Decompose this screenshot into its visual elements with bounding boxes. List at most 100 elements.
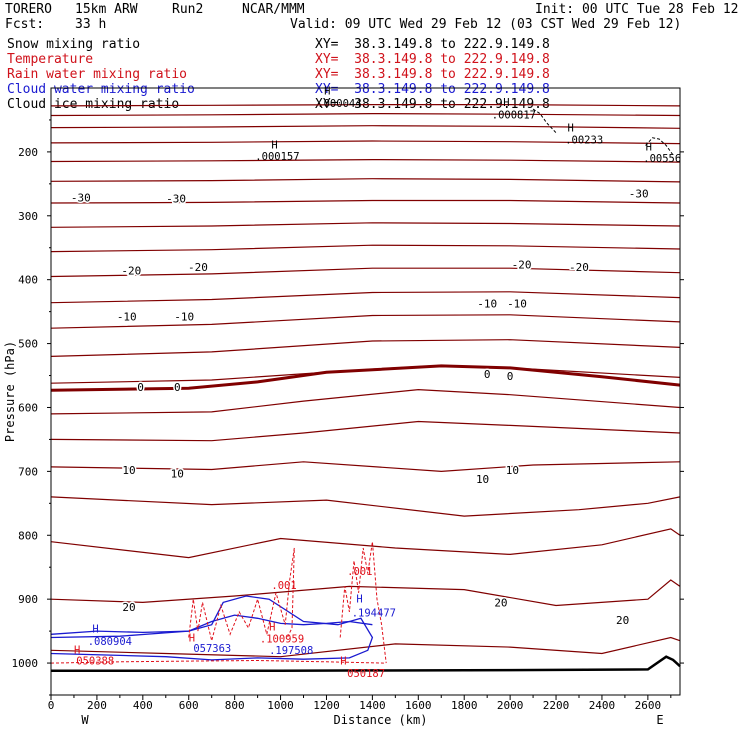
- x-axis-label: Distance (km): [334, 713, 428, 727]
- terrain-layer: [51, 655, 681, 672]
- field-name-temperature: Temperature: [7, 52, 94, 67]
- rain-contour-0: [188, 547, 295, 641]
- annotation-3: .000044: [317, 98, 361, 110]
- annotation-8: H: [646, 142, 652, 154]
- x-tick-label-2: 400: [133, 699, 153, 712]
- annotation-2: H: [324, 85, 330, 97]
- isotherm-label-10: -10: [507, 297, 527, 310]
- cloud-water-layer: [50, 595, 374, 661]
- org-label: NCAR/MMM: [242, 2, 305, 17]
- field-xy-snow: XY= 38.3.149.8 to 222.9.149.8: [315, 37, 550, 52]
- annotation-6: H: [568, 122, 574, 134]
- resolution-label: 15km ARW: [75, 2, 138, 17]
- x-tick-label-6: 1200: [313, 699, 340, 712]
- field-name-cloud-water: Cloud water mixing ratio: [7, 82, 195, 97]
- isotherm-line-10: [50, 291, 681, 304]
- x-tick-label-5: 1000: [267, 699, 294, 712]
- east-label: E: [656, 713, 663, 727]
- annotation-9: .00556: [643, 153, 681, 165]
- isotherm-label-20: 20: [494, 596, 507, 609]
- x-tick-label-4: 800: [225, 699, 245, 712]
- ice-contour-1: [645, 137, 674, 156]
- plot-frame: [50, 87, 681, 696]
- field-xy-cloud-water: XY= 38.3.149.8 to 222.9.149.8: [315, 82, 550, 97]
- x-tick-label-10: 2000: [497, 699, 524, 712]
- annotation-24: 050187: [347, 668, 385, 680]
- isotherm-label-17: 10: [476, 473, 489, 486]
- isotherm-label-3: -20: [121, 265, 141, 278]
- isotherm-label-5: -20: [512, 258, 532, 271]
- plot-frame-layer: [47, 87, 684, 700]
- cloud-water-contour-0: [50, 595, 374, 661]
- run-label: Run2: [172, 2, 204, 17]
- isotherm-line-9: [50, 267, 681, 278]
- y-tick-label-6: 800: [18, 529, 38, 542]
- cloud-water-contour-1: [50, 614, 373, 635]
- y-tick-label-4: 600: [18, 401, 38, 414]
- rain-contour-1: [339, 541, 387, 664]
- annotation-1: .000157: [255, 151, 299, 163]
- zero-isotherm-line: [50, 364, 681, 392]
- x-tick-label-11: 2200: [543, 699, 570, 712]
- isotherm-line-20: [50, 636, 681, 658]
- isotherm-label-19: 20: [122, 601, 135, 614]
- rain-layer: [50, 541, 387, 664]
- isotherm-label-12: 0: [174, 381, 181, 394]
- rain-contour-2: [50, 659, 384, 664]
- isotherm-line-17: [50, 496, 681, 517]
- isotherm-line-16: [50, 461, 681, 473]
- isotherm-label-18: 10: [506, 464, 519, 477]
- isotherm-line-14: [50, 388, 681, 415]
- isotherm-label-1: -30: [166, 193, 186, 206]
- annotation-16: H: [189, 632, 195, 644]
- forecast-label: Fcst:: [5, 17, 45, 32]
- x-tick-label-7: 1400: [359, 699, 386, 712]
- field-xy-rain: XY= 38.3.149.8 to 222.9.149.8: [315, 67, 550, 82]
- y-tick-label-1: 300: [18, 210, 38, 223]
- y-tick-label-0: 200: [18, 146, 38, 159]
- y-axis-label: Pressure (hPa): [3, 341, 17, 442]
- annotation-18: H: [269, 621, 275, 633]
- x-tick-label-0: 0: [48, 699, 55, 712]
- terrain-line: [51, 655, 681, 672]
- isotherm-line-3: [50, 140, 681, 145]
- isotherm-line-7: [50, 222, 681, 228]
- annotation-5: .000817: [492, 110, 536, 122]
- annotation-11: .001: [347, 566, 372, 578]
- forecast-hours: 33 h: [75, 17, 107, 32]
- annotation-13: .194477: [352, 607, 396, 619]
- isotherm-line-4: [50, 158, 681, 163]
- isotherm-line-6: [50, 199, 681, 204]
- y-tick-label-8: 1000: [12, 657, 39, 670]
- field-name-cloud-ice: Cloud ice mixing ratio: [7, 97, 180, 112]
- isotherm-line-0: [50, 104, 681, 107]
- isotherm-label-21: 20: [616, 614, 629, 627]
- ice-layer: [532, 108, 674, 156]
- isotherm-label-7: -10: [117, 311, 137, 324]
- field-name-rain: Rain water mixing ratio: [7, 67, 188, 82]
- annotation-15: .080904: [88, 636, 132, 648]
- isotherm-label-6: -20: [569, 261, 589, 274]
- annotation-19: .100959: [260, 634, 304, 646]
- west-label: W: [81, 713, 89, 727]
- isotherm-label-8: -10: [174, 311, 194, 324]
- isotherm-label-4: -20: [188, 261, 208, 274]
- annotation-22: 050388: [76, 655, 114, 667]
- annotation-23: H: [340, 655, 346, 667]
- valid-time: Valid: 09 UTC Wed 29 Feb 12 (03 CST Wed …: [290, 17, 682, 32]
- annotation-10: .001: [271, 580, 296, 592]
- isotherm-label-2: -30: [629, 187, 649, 200]
- isotherm-label-15: 10: [122, 464, 135, 477]
- x-tick-label-9: 1800: [451, 699, 478, 712]
- x-tick-label-13: 2600: [635, 699, 662, 712]
- annotation-14: H: [92, 623, 98, 635]
- annotation-4: H: [503, 97, 509, 109]
- isotherm-line-1: [50, 112, 681, 117]
- isotherm-label-0: -30: [71, 191, 91, 204]
- x-tick-label-1: 200: [87, 699, 107, 712]
- isotherm-label-14: 0: [507, 370, 514, 383]
- x-tick-label-3: 600: [179, 699, 199, 712]
- isotherm-label-9: -10: [477, 297, 497, 310]
